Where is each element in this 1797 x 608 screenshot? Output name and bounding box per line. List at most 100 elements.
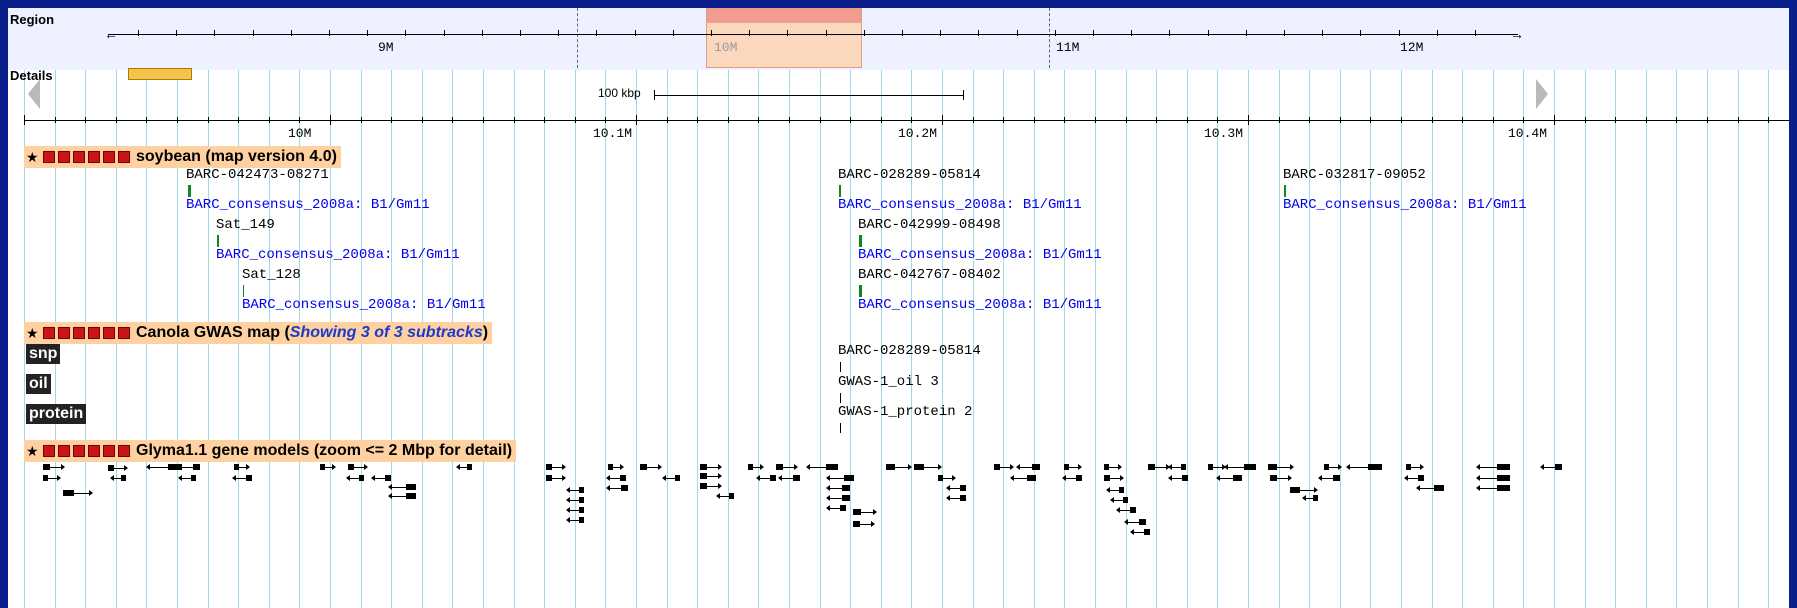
gene-model[interactable]	[1540, 463, 1564, 471]
configure-icon[interactable]	[103, 151, 115, 163]
gene-model[interactable]	[1476, 484, 1512, 492]
feature-glyph[interactable]	[243, 285, 244, 297]
help-icon[interactable]	[118, 151, 130, 163]
region-view-highlight[interactable]	[706, 8, 862, 68]
feature-link[interactable]: BARC_consensus_2008a: B1/Gm11	[216, 247, 460, 263]
gene-model[interactable]	[1168, 463, 1188, 471]
configure-icon[interactable]	[103, 327, 115, 339]
feature-glyph[interactable]	[859, 285, 862, 297]
feature-glyph[interactable]	[188, 185, 191, 197]
gene-model[interactable]	[178, 463, 202, 471]
save-icon[interactable]	[88, 327, 100, 339]
gene-model[interactable]	[756, 474, 778, 482]
gene-model[interactable]	[178, 474, 198, 482]
gene-model[interactable]	[1110, 496, 1130, 504]
gene-model[interactable]	[1302, 494, 1320, 502]
gene-model[interactable]	[146, 463, 184, 471]
feature-glyph[interactable]	[840, 393, 841, 403]
gene-model[interactable]	[43, 474, 61, 482]
gene-model[interactable]	[1404, 474, 1426, 482]
gene-model[interactable]	[700, 463, 722, 471]
gene-model[interactable]	[1416, 484, 1446, 492]
gene-model[interactable]	[778, 474, 802, 482]
feature-glyph[interactable]	[859, 235, 862, 247]
feature-glyph[interactable]	[840, 423, 841, 433]
gene-model[interactable]	[1064, 463, 1082, 471]
feature-link[interactable]: BARC_consensus_2008a: B1/Gm11	[242, 297, 486, 313]
star-icon[interactable]: ★	[26, 149, 39, 165]
close-icon[interactable]	[58, 327, 70, 339]
help-icon[interactable]	[118, 327, 130, 339]
star-icon[interactable]: ★	[26, 325, 39, 341]
star-icon[interactable]: ★	[26, 443, 39, 459]
gene-model[interactable]	[946, 494, 968, 502]
gene-model[interactable]	[1476, 474, 1512, 482]
gene-model[interactable]	[1104, 474, 1124, 482]
gene-model[interactable]	[1224, 463, 1258, 471]
pan-left-button[interactable]	[28, 79, 40, 109]
gene-model[interactable]	[346, 474, 366, 482]
gene-model[interactable]	[232, 474, 254, 482]
minimize-icon[interactable]	[43, 327, 55, 339]
gene-model[interactable]	[371, 474, 393, 482]
gene-model[interactable]	[806, 463, 840, 471]
gene-model[interactable]	[826, 474, 856, 482]
gene-model[interactable]	[914, 463, 942, 471]
pan-right-button[interactable]	[1536, 79, 1548, 109]
gene-model[interactable]	[748, 463, 764, 471]
feature-glyph[interactable]	[839, 185, 841, 197]
gene-model[interactable]	[700, 482, 722, 490]
gene-model[interactable]	[608, 463, 624, 471]
gene-model[interactable]	[853, 520, 875, 528]
minimize-icon[interactable]	[43, 445, 55, 457]
gene-model[interactable]	[1016, 463, 1042, 471]
gene-model[interactable]	[826, 494, 852, 502]
subtrack-count-link[interactable]: Showing 3 of 3 subtracks	[289, 324, 483, 341]
gene-model[interactable]	[1318, 474, 1342, 482]
gene-model[interactable]	[1168, 474, 1190, 482]
gene-model[interactable]	[566, 506, 586, 514]
gene-model[interactable]	[1116, 506, 1138, 514]
details-overview-handle[interactable]	[128, 68, 192, 80]
save-icon[interactable]	[88, 445, 100, 457]
rss-icon[interactable]	[73, 445, 85, 457]
close-icon[interactable]	[58, 445, 70, 457]
gene-model[interactable]	[63, 489, 93, 497]
gene-model[interactable]	[388, 492, 418, 500]
close-icon[interactable]	[58, 151, 70, 163]
feature-link[interactable]: BARC_consensus_2008a: B1/Gm11	[858, 297, 1102, 313]
gene-model[interactable]	[43, 463, 65, 471]
gene-model[interactable]	[388, 483, 418, 491]
gene-model[interactable]	[994, 463, 1014, 471]
gene-model[interactable]	[1010, 474, 1038, 482]
gene-model[interactable]	[1106, 486, 1126, 494]
configure-icon[interactable]	[103, 445, 115, 457]
gene-model[interactable]	[546, 463, 566, 471]
feature-glyph[interactable]	[1284, 185, 1286, 197]
gene-model[interactable]	[938, 474, 956, 482]
gene-model[interactable]	[1270, 474, 1292, 482]
gene-model[interactable]	[886, 463, 912, 471]
gene-model[interactable]	[110, 474, 128, 482]
rss-icon[interactable]	[73, 327, 85, 339]
gene-model[interactable]	[456, 463, 474, 471]
save-icon[interactable]	[88, 151, 100, 163]
feature-link[interactable]: BARC_consensus_2008a: B1/Gm11	[838, 197, 1082, 213]
gene-model[interactable]	[1290, 486, 1318, 494]
gene-model[interactable]	[606, 484, 630, 492]
gene-model[interactable]	[234, 463, 250, 471]
gene-model[interactable]	[1104, 463, 1122, 471]
gene-model[interactable]	[1124, 518, 1148, 526]
gene-model[interactable]	[108, 464, 128, 472]
gene-model[interactable]	[826, 504, 848, 512]
feature-link[interactable]: BARC_consensus_2008a: B1/Gm11	[1283, 197, 1527, 213]
gene-model[interactable]	[546, 474, 566, 482]
feature-link[interactable]: BARC_consensus_2008a: B1/Gm11	[186, 197, 430, 213]
gene-model[interactable]	[1130, 528, 1152, 536]
gene-model[interactable]	[348, 463, 368, 471]
gene-model[interactable]	[662, 474, 682, 482]
gene-model[interactable]	[1476, 463, 1512, 471]
gene-model[interactable]	[853, 508, 877, 516]
gene-model[interactable]	[1406, 463, 1424, 471]
gene-model[interactable]	[776, 463, 798, 471]
